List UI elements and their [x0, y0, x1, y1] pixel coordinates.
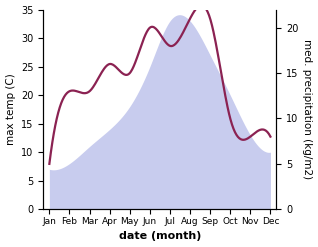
Y-axis label: max temp (C): max temp (C) — [5, 74, 16, 145]
X-axis label: date (month): date (month) — [119, 231, 201, 242]
Y-axis label: med. precipitation (kg/m2): med. precipitation (kg/m2) — [302, 39, 313, 180]
